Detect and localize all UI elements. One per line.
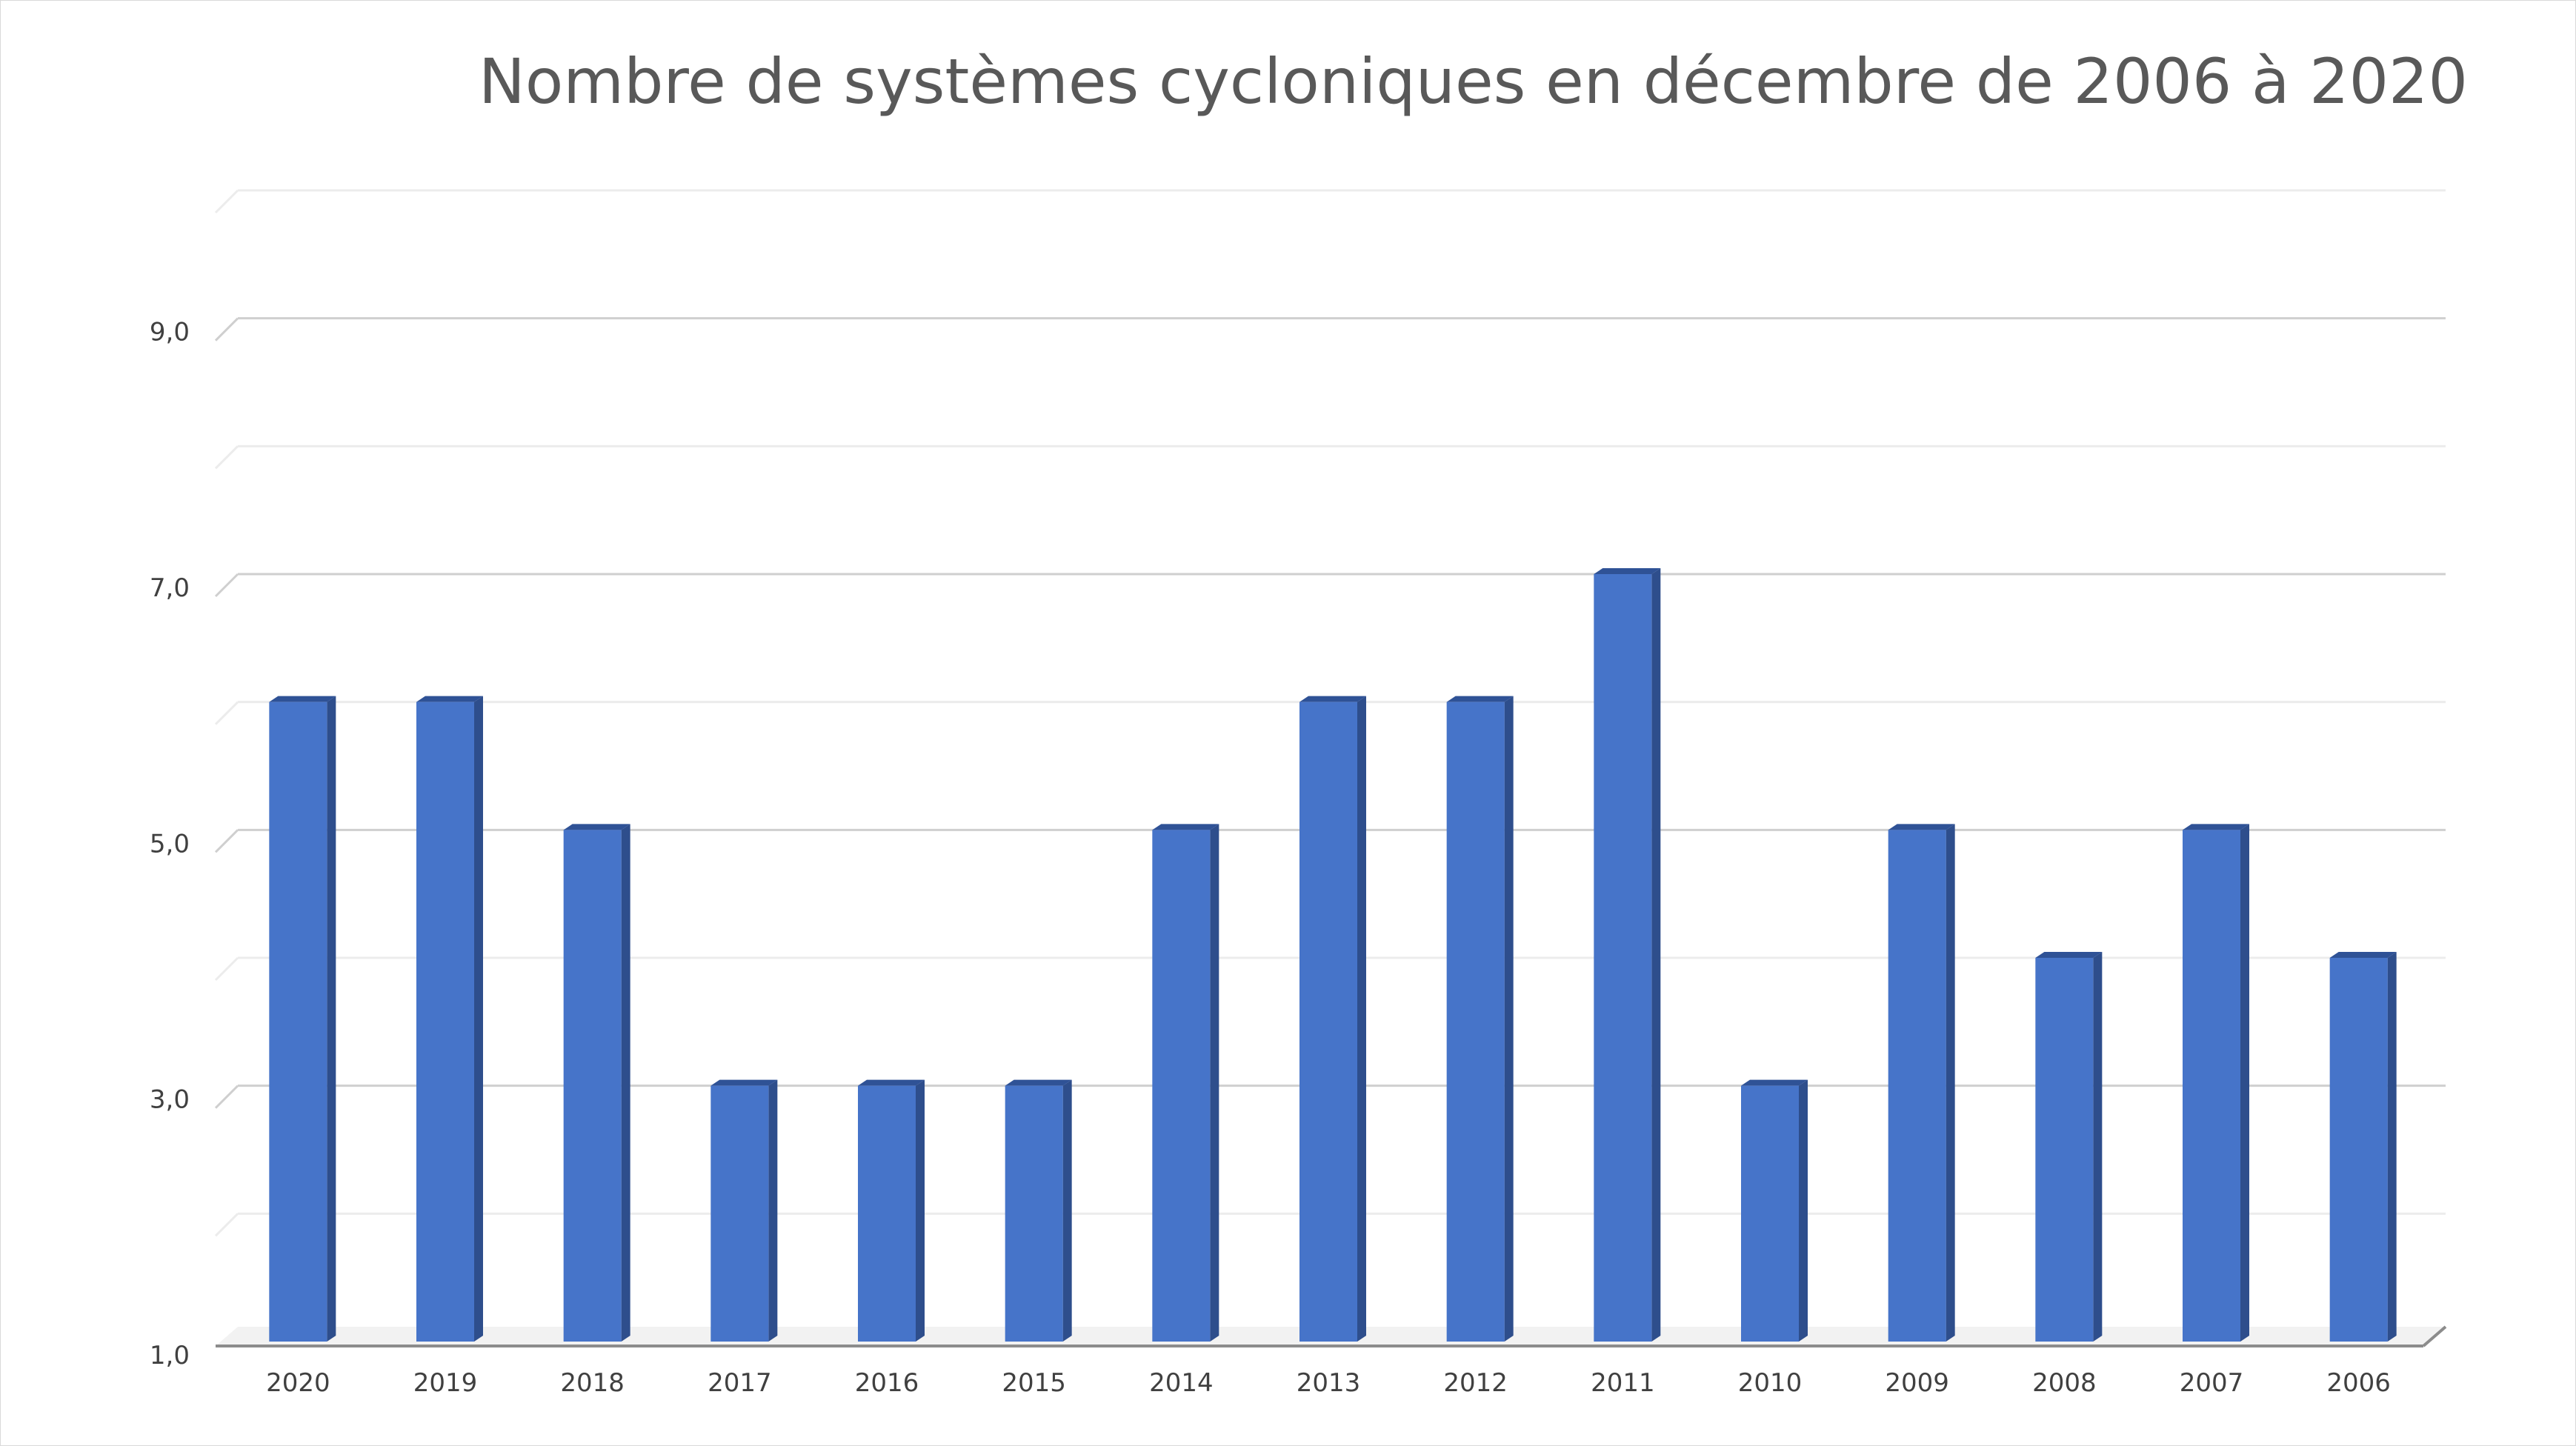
bar-2012 [1446,696,1514,1342]
bar-side [1062,1079,1072,1342]
x-tick-label: 2020 [266,1368,330,1398]
bar-2016 [858,1079,925,1342]
bar-front [710,1085,769,1342]
bar-2008 [2035,952,2103,1342]
bars [269,568,2397,1342]
x-tick-label: 2008 [2032,1368,2097,1398]
x-tick-label: 2013 [1297,1368,1361,1398]
bar-side [768,1079,778,1342]
x-tick-label: 2019 [413,1368,478,1398]
gridline-diagonal [214,317,239,341]
bar-top [1888,824,1955,830]
x-tick-label: 2012 [1443,1368,1508,1398]
x-tick-label: 2006 [2326,1368,2391,1398]
bar-front [1446,702,1505,1342]
bar-2017 [710,1079,778,1342]
chart-title: Nombre de systèmes cycloniques en décemb… [479,45,2468,118]
bar-side [2093,952,2103,1342]
bar-side [327,696,336,1342]
x-tick-label: 2016 [855,1368,919,1398]
bar-2010 [1741,1079,1808,1342]
bar-top [1741,1079,1808,1086]
y-tick-label: 5,0 [150,829,190,859]
y-tick-label: 7,0 [150,573,190,603]
gridline-diagonal [214,189,239,214]
x-tick-label: 2011 [1591,1368,1655,1398]
bar-side [2240,824,2249,1342]
bar-top [2329,952,2397,958]
bar-side [1799,1079,1808,1342]
x-tick-label: 2009 [1885,1368,1949,1398]
bar-2019 [416,696,483,1342]
bar-top [2035,952,2103,958]
x-tick-label: 2010 [1738,1368,1803,1398]
tick-labels: 1,0 3,0 5,0 7,0 9,0 2020 2019 2018 2017 2016 2015 2… [150,318,2391,1398]
bar-front [1299,702,1357,1342]
bar-side [1946,824,1955,1342]
x-tick-label: 2014 [1149,1368,1214,1398]
bar-front [1594,574,1652,1342]
bar-side [2387,952,2397,1342]
bar-front [416,702,474,1342]
bar-top [710,1079,778,1086]
bar-front [1005,1085,1063,1342]
y-tick-label: 3,0 [150,1085,190,1115]
bar-top [563,824,630,830]
bar-front [269,702,327,1342]
bar-front [563,830,622,1342]
y-tick-label: 1,0 [150,1341,190,1370]
x-tick-label: 2017 [708,1368,772,1398]
bar-side [916,1079,925,1342]
bar-2014 [1152,824,1219,1342]
bar-top [1594,568,1661,574]
bar-top [1152,824,1219,830]
bar-top [858,1079,925,1086]
gridline-diagonal [214,829,239,853]
bar-2011 [1594,568,1661,1342]
bar-front [1152,830,1211,1342]
bar-front [2329,958,2388,1342]
bar-front [2035,958,2094,1342]
bar-front [858,1085,916,1342]
bar-2006 [2329,952,2397,1342]
bar-side [474,696,483,1342]
x-tick-label: 2007 [2180,1368,2244,1398]
bar-2007 [2183,824,2249,1342]
bar-top [1446,696,1514,702]
gridline-diagonal [214,1213,239,1237]
bar-top [2183,824,2249,830]
bar-side [1210,824,1219,1342]
gridline-diagonal [214,573,239,598]
gridline-diagonal [214,445,239,470]
bar-top [269,696,336,702]
bar-2018 [563,824,630,1342]
bar-top [416,696,483,702]
x-axis-depth-line [2422,1325,2447,1347]
bar-2009 [1888,824,1955,1342]
bar-front [1888,830,1946,1342]
bar-2015 [1005,1079,1072,1342]
bar-side [1357,696,1366,1342]
bar-top [1299,696,1366,702]
gridline-diagonal [214,701,239,725]
x-tick-label: 2015 [1002,1368,1066,1398]
bar-front [1741,1085,1799,1342]
x-tick-label: 2018 [560,1368,625,1398]
bar-side [1504,696,1514,1342]
gridline-diagonal [214,1084,239,1109]
bar-2013 [1299,696,1366,1342]
y-tick-label: 9,0 [150,318,190,347]
bar-top [1005,1079,1072,1086]
bar-side [1651,568,1661,1342]
bar-2020 [269,696,336,1342]
bar-side [621,824,630,1342]
bar-front [2183,830,2240,1342]
gridline-diagonal [214,956,239,982]
